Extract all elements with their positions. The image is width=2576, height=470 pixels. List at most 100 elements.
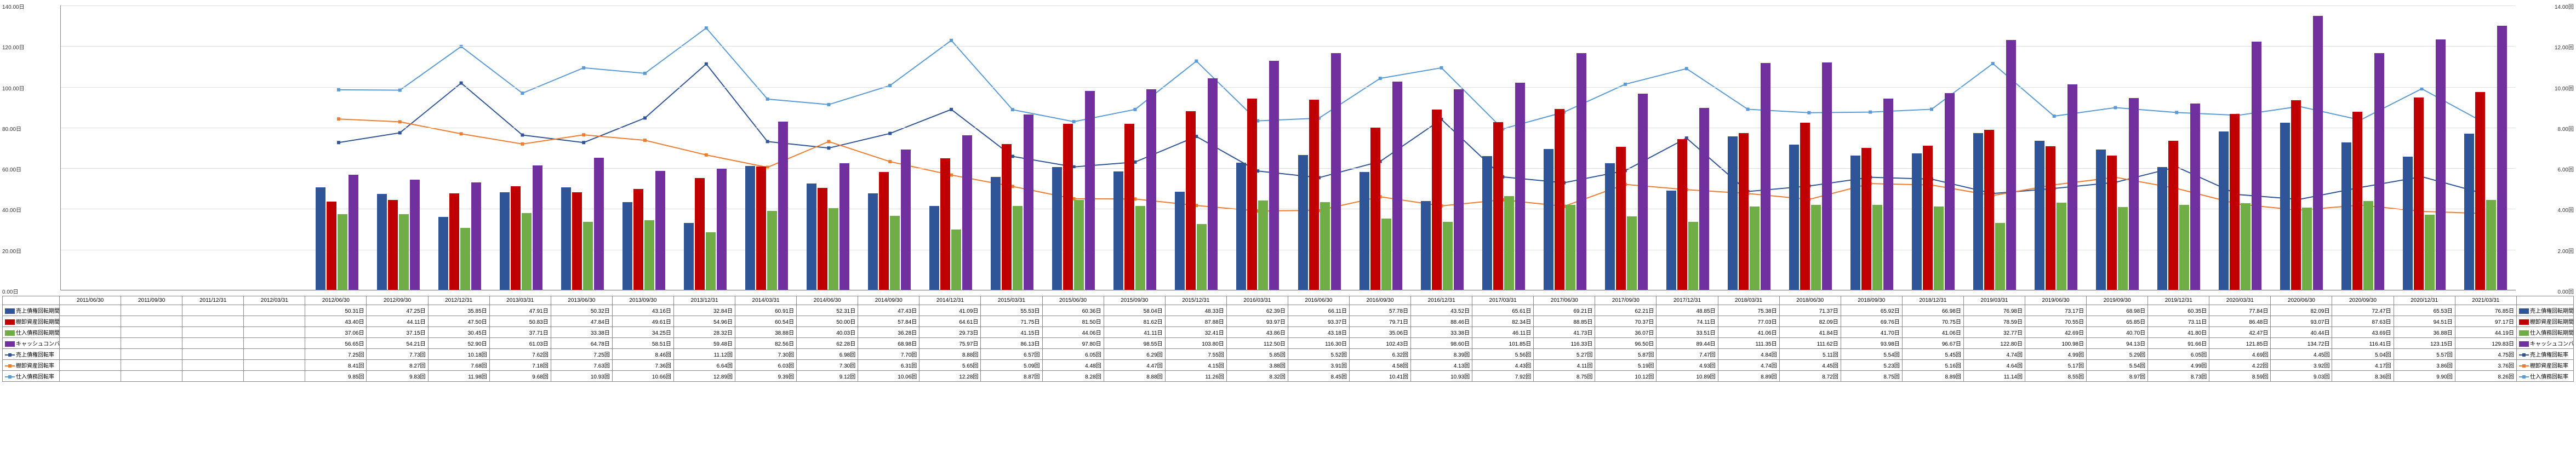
- table-cell: 8.45回: [1288, 371, 1349, 382]
- bar: [1309, 100, 1319, 290]
- line-marker: [888, 132, 892, 135]
- bar: [1124, 124, 1134, 290]
- table-cell: 9.39回: [735, 371, 797, 382]
- table-cell: 76.98日: [1963, 305, 2025, 316]
- bar: [1666, 191, 1676, 290]
- table-cell: 9.90回: [2394, 371, 2455, 382]
- table-header-row: 2011/06/302011/09/302011/12/312012/03/31…: [3, 296, 2574, 305]
- table-cell: 60.54日: [735, 316, 797, 327]
- table-cell: 10.18回: [428, 349, 489, 360]
- table-cell: 87.63日: [2332, 316, 2394, 327]
- table-cell: 50.32日: [551, 305, 612, 316]
- table-col-header: 2020/12/31: [2394, 296, 2455, 305]
- bar: [745, 166, 755, 290]
- table-cell: 47.50日: [428, 316, 489, 327]
- table-col-header: 2015/06/30: [1042, 296, 1104, 305]
- bar-group: [1473, 83, 1534, 290]
- bar: [2302, 208, 2312, 290]
- bar: [644, 220, 654, 290]
- table-cell: 9.68回: [489, 371, 551, 382]
- bar-group: [1596, 94, 1657, 290]
- table-row: 売上債権回転期間50.31日47.25日35.85日47.91日50.32日43…: [3, 305, 2574, 316]
- table-cell: 6.64回: [673, 360, 735, 371]
- bar: [1945, 93, 1955, 290]
- bar: [1872, 205, 1882, 290]
- table-col-header: 2018/06/30: [1779, 296, 1841, 305]
- table-cell: 6.29回: [1104, 349, 1165, 360]
- table-cell: 8.88回: [1104, 371, 1165, 382]
- table-cell: 70.37日: [1595, 316, 1657, 327]
- row-label-left: 棚卸資産回転率: [3, 360, 60, 371]
- bar: [438, 217, 448, 290]
- table-cell: 32.84日: [673, 305, 735, 316]
- table-cell: 121.85日: [2209, 338, 2271, 349]
- bar: [1074, 200, 1084, 290]
- y-left-tick: 100.00日: [2, 84, 25, 92]
- table-cell: [182, 327, 244, 338]
- bar: [1208, 78, 1218, 290]
- table-cell: 4.69回: [2209, 349, 2271, 360]
- table-cell: [244, 316, 305, 327]
- bar-group: [1289, 53, 1350, 290]
- row-label-left: 売上債権回転期間: [3, 305, 60, 316]
- table-cell: 47.91日: [489, 305, 551, 316]
- line-marker: [643, 72, 647, 75]
- line-marker: [1379, 77, 1382, 80]
- bar: [511, 186, 521, 290]
- row-label-left: 売上債権回転率: [3, 349, 60, 360]
- table-cell: 81.62日: [1104, 316, 1165, 327]
- bar: [695, 178, 705, 290]
- bar: [951, 230, 961, 290]
- table-cell: 101.85日: [1472, 338, 1534, 349]
- bar: [756, 167, 766, 290]
- table-cell: 65.61日: [1472, 305, 1534, 316]
- table-col-header: 2021/03/31: [2455, 296, 2516, 305]
- bar: [1688, 222, 1698, 290]
- bar: [2414, 98, 2424, 290]
- table-cell: 96.50日: [1595, 338, 1657, 349]
- bar: [1627, 216, 1637, 290]
- row-label-left: 仕入債務回転期間: [3, 327, 60, 338]
- table-cell: 93.98日: [1841, 338, 1902, 349]
- table-cell: [60, 305, 121, 316]
- table-cell: 74.11日: [1657, 316, 1718, 327]
- table-cell: 60.35日: [2148, 305, 2209, 316]
- table-cell: 8.41回: [305, 360, 367, 371]
- line-marker: [705, 26, 708, 30]
- bar: [1750, 207, 1760, 290]
- table-cell: 3.88回: [1226, 360, 1288, 371]
- table-cell: 9.03回: [2271, 371, 2332, 382]
- bar-group: [859, 150, 920, 290]
- table-cell: 29.73日: [919, 327, 981, 338]
- bar: [1443, 222, 1453, 290]
- bar-group: [1780, 62, 1841, 290]
- line-marker: [337, 141, 340, 144]
- table-cell: 89.44日: [1657, 338, 1718, 349]
- y-left-tick: 40.00日: [2, 205, 21, 214]
- table-cell: 35.06日: [1349, 327, 1410, 338]
- table-cell: 41.70日: [1841, 327, 1902, 338]
- bar: [1923, 146, 1933, 290]
- table-cell: 62.28日: [797, 338, 858, 349]
- y-right-tick: 4.00回: [2558, 205, 2574, 214]
- bar-group: [552, 158, 613, 290]
- table-cell: 8.59回: [2209, 371, 2271, 382]
- table-cell: 86.13日: [981, 338, 1042, 349]
- row-label-left: 仕入債務回転率: [3, 371, 60, 382]
- bar-group: [1104, 89, 1166, 290]
- bar: [2035, 141, 2044, 290]
- table-cell: 7.68回: [428, 360, 489, 371]
- table-cell: 64.61日: [919, 316, 981, 327]
- bar: [1605, 163, 1615, 290]
- line-marker: [398, 120, 402, 123]
- y-left-tick: 80.00日: [2, 124, 21, 133]
- table-cell: [121, 305, 182, 316]
- bar: [522, 213, 532, 290]
- table-cell: 5.87回: [1595, 349, 1657, 360]
- bar: [1002, 144, 1012, 290]
- bar: [410, 180, 420, 290]
- line-marker: [521, 134, 524, 137]
- bar: [2403, 157, 2413, 290]
- table-cell: 66.98日: [1902, 305, 1963, 316]
- bar: [839, 163, 849, 290]
